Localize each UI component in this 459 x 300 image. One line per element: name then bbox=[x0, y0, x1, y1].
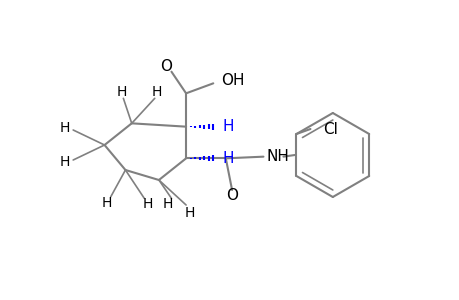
Text: H: H bbox=[222, 151, 233, 166]
Text: H: H bbox=[60, 121, 70, 135]
Text: H: H bbox=[151, 85, 162, 99]
Text: H: H bbox=[222, 119, 233, 134]
Text: O: O bbox=[226, 188, 238, 203]
Text: H: H bbox=[60, 155, 70, 169]
Text: OH: OH bbox=[221, 73, 244, 88]
Text: Cl: Cl bbox=[323, 122, 337, 136]
Text: H: H bbox=[185, 206, 195, 220]
Text: O: O bbox=[160, 59, 172, 74]
Text: H: H bbox=[116, 85, 126, 99]
Text: NH: NH bbox=[266, 149, 289, 164]
Text: H: H bbox=[143, 197, 153, 211]
Text: H: H bbox=[162, 197, 172, 211]
Text: H: H bbox=[101, 196, 112, 210]
